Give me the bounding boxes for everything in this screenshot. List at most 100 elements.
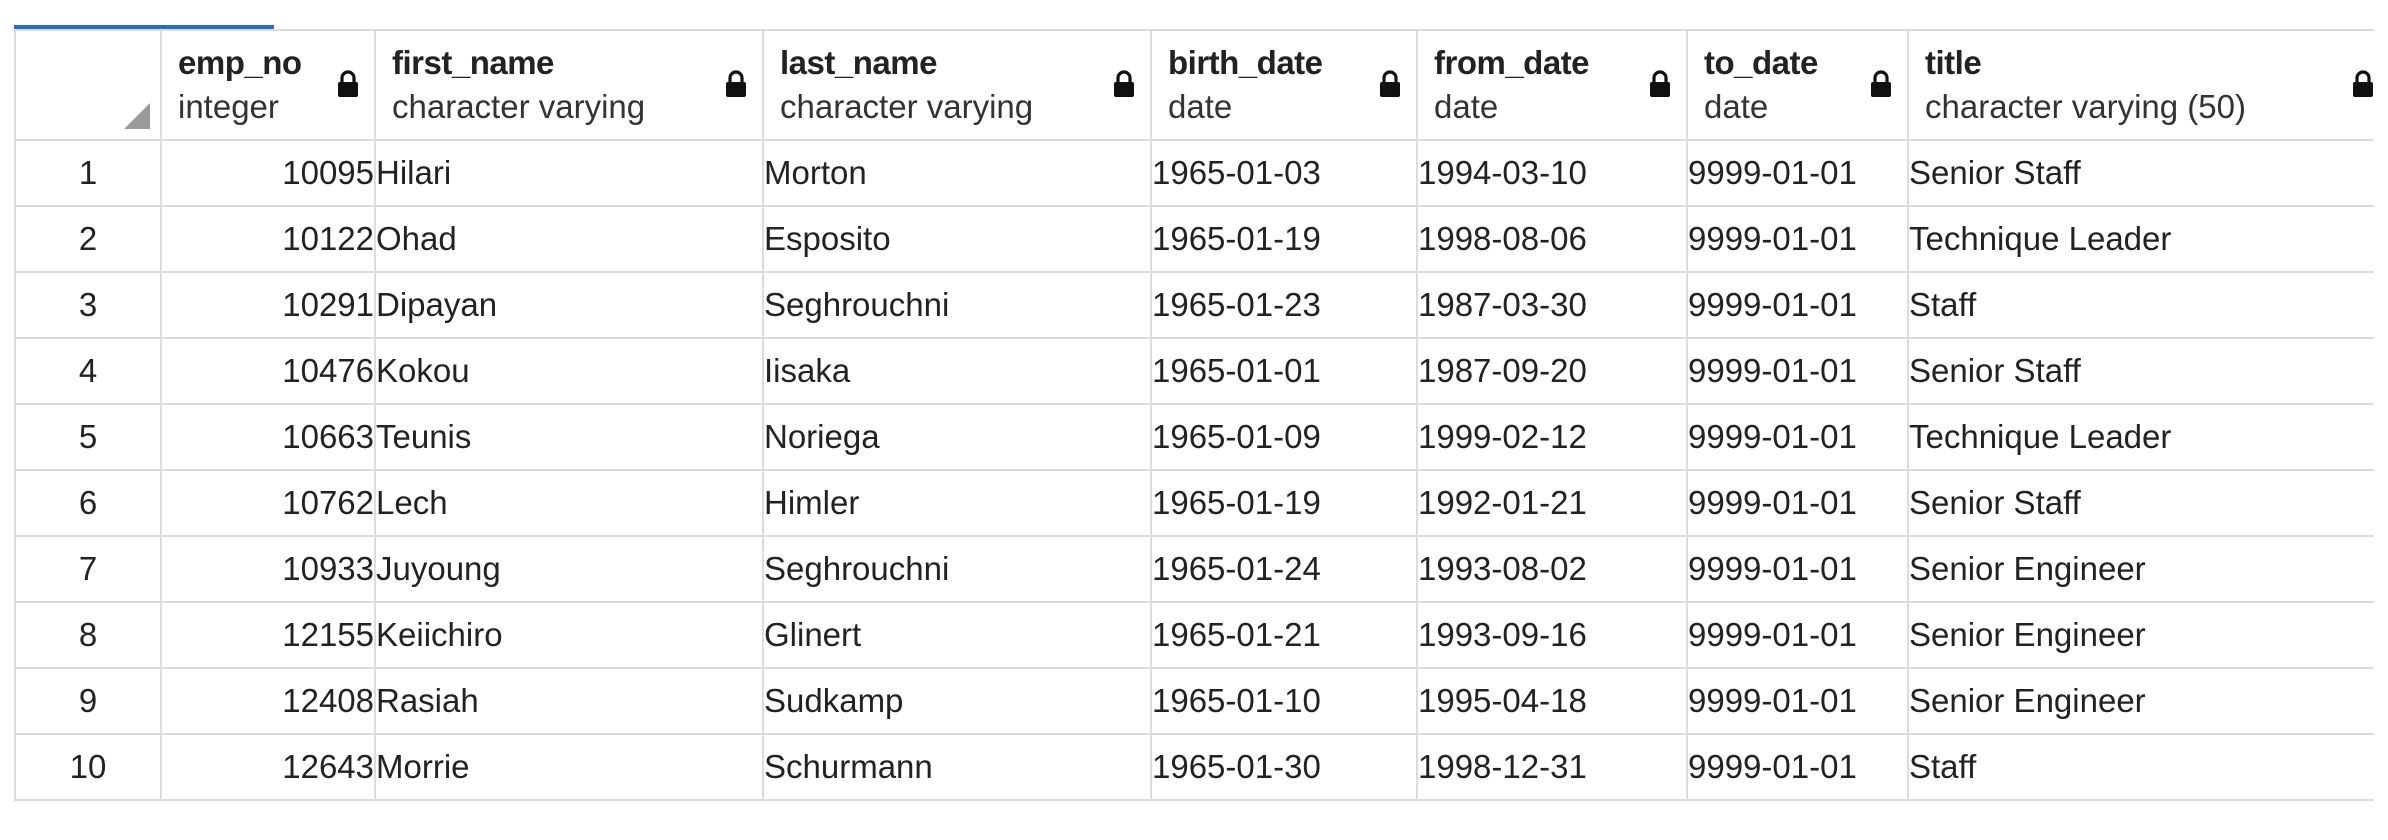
cell-last-name[interactable]: Schurmann [762,733,1152,801]
cell-birth-date[interactable]: 1965-01-19 [1150,469,1418,537]
cell-title[interactable]: Senior Engineer [1907,535,2374,603]
cell-from-date[interactable]: 1993-08-02 [1416,535,1688,603]
cell-emp-no[interactable]: 10476 [160,337,376,405]
cell-to-date[interactable]: 9999-01-01 [1686,535,1909,603]
cell-title[interactable]: Staff [1907,733,2374,801]
cell-title[interactable]: Senior Staff [1907,337,2374,405]
cell-first-name[interactable]: Ohad [374,205,764,273]
cell-title[interactable]: Senior Engineer [1907,601,2374,669]
cell-last-name[interactable]: Noriega [762,403,1152,471]
row-number[interactable]: 6 [14,469,162,537]
cell-first-name[interactable]: Morrie [374,733,764,801]
cell-birth-date[interactable]: 1965-01-10 [1150,667,1418,735]
column-name: emp_no [178,44,302,81]
cell-emp-no[interactable]: 12155 [160,601,376,669]
cell-title[interactable]: Technique Leader [1907,403,2374,471]
cell-first-name[interactable]: Hilari [374,139,764,207]
cell-emp-no[interactable]: 10095 [160,139,376,207]
column-name: title [1925,44,1982,81]
cell-emp-no[interactable]: 10663 [160,403,376,471]
column-header-from-date[interactable]: from_date date [1416,29,1688,141]
cell-to-date[interactable]: 9999-01-01 [1686,733,1909,801]
cell-last-name[interactable]: Esposito [762,205,1152,273]
table-row[interactable]: 5 10663 Teunis Noriega 1965-01-09 1999-0… [14,403,2374,471]
cell-birth-date[interactable]: 1965-01-23 [1150,271,1418,339]
cell-from-date[interactable]: 1999-02-12 [1416,403,1688,471]
cell-birth-date[interactable]: 1965-01-24 [1150,535,1418,603]
cell-first-name[interactable]: Keiichiro [374,601,764,669]
cell-last-name[interactable]: Iisaka [762,337,1152,405]
cell-emp-no[interactable]: 12643 [160,733,376,801]
cell-to-date[interactable]: 9999-01-01 [1686,601,1909,669]
cell-first-name[interactable]: Rasiah [374,667,764,735]
column-header-title[interactable]: title character varying (50) [1907,29,2374,141]
cell-birth-date[interactable]: 1965-01-09 [1150,403,1418,471]
cell-to-date[interactable]: 9999-01-01 [1686,139,1909,207]
cell-emp-no[interactable]: 10291 [160,271,376,339]
row-number[interactable]: 4 [14,337,162,405]
cell-from-date[interactable]: 1994-03-10 [1416,139,1688,207]
cell-from-date[interactable]: 1998-12-31 [1416,733,1688,801]
cell-first-name[interactable]: Lech [374,469,764,537]
table-row[interactable]: 6 10762 Lech Himler 1965-01-19 1992-01-2… [14,469,2374,537]
cell-birth-date[interactable]: 1965-01-03 [1150,139,1418,207]
row-number[interactable]: 1 [14,139,162,207]
cell-last-name[interactable]: Seghrouchni [762,271,1152,339]
cell-to-date[interactable]: 9999-01-01 [1686,271,1909,339]
cell-birth-date[interactable]: 1965-01-19 [1150,205,1418,273]
cell-title[interactable]: Technique Leader [1907,205,2374,273]
select-all-corner[interactable] [14,29,162,141]
cell-birth-date[interactable]: 1965-01-30 [1150,733,1418,801]
cell-emp-no[interactable]: 12408 [160,667,376,735]
cell-to-date[interactable]: 9999-01-01 [1686,205,1909,273]
column-header-first-name[interactable]: first_name character varying [374,29,764,141]
table-row[interactable]: 1 10095 Hilari Morton 1965-01-03 1994-03… [14,139,2374,207]
cell-title[interactable]: Staff [1907,271,2374,339]
column-header-last-name[interactable]: last_name character varying [762,29,1152,141]
table-row[interactable]: 4 10476 Kokou Iisaka 1965-01-01 1987-09-… [14,337,2374,405]
cell-last-name[interactable]: Himler [762,469,1152,537]
cell-birth-date[interactable]: 1965-01-01 [1150,337,1418,405]
cell-from-date[interactable]: 1995-04-18 [1416,667,1688,735]
cell-to-date[interactable]: 9999-01-01 [1686,667,1909,735]
cell-title[interactable]: Senior Engineer [1907,667,2374,735]
table-row[interactable]: 2 10122 Ohad Esposito 1965-01-19 1998-08… [14,205,2374,273]
cell-from-date[interactable]: 1993-09-16 [1416,601,1688,669]
cell-to-date[interactable]: 9999-01-01 [1686,469,1909,537]
cell-from-date[interactable]: 1987-09-20 [1416,337,1688,405]
cell-from-date[interactable]: 1987-03-30 [1416,271,1688,339]
cell-first-name[interactable]: Teunis [374,403,764,471]
cell-first-name[interactable]: Juyoung [374,535,764,603]
cell-emp-no[interactable]: 10122 [160,205,376,273]
column-header-emp-no[interactable]: emp_no integer [160,29,376,141]
row-number[interactable]: 3 [14,271,162,339]
cell-to-date[interactable]: 9999-01-01 [1686,337,1909,405]
cell-title[interactable]: Senior Staff [1907,469,2374,537]
cell-from-date[interactable]: 1998-08-06 [1416,205,1688,273]
cell-birth-date[interactable]: 1965-01-21 [1150,601,1418,669]
column-header-to-date[interactable]: to_date date [1686,29,1909,141]
row-number[interactable]: 2 [14,205,162,273]
cell-last-name[interactable]: Seghrouchni [762,535,1152,603]
cell-first-name[interactable]: Kokou [374,337,764,405]
column-header-birth-date[interactable]: birth_date date [1150,29,1418,141]
row-number[interactable]: 7 [14,535,162,603]
table-row[interactable]: 7 10933 Juyoung Seghrouchni 1965-01-24 1… [14,535,2374,603]
row-number[interactable]: 8 [14,601,162,669]
cell-to-date[interactable]: 9999-01-01 [1686,403,1909,471]
cell-emp-no[interactable]: 10762 [160,469,376,537]
cell-last-name[interactable]: Morton [762,139,1152,207]
row-number[interactable]: 9 [14,667,162,735]
cell-last-name[interactable]: Sudkamp [762,667,1152,735]
table-row[interactable]: 10 12643 Morrie Schurmann 1965-01-30 199… [14,733,2374,801]
row-number[interactable]: 5 [14,403,162,471]
row-number[interactable]: 10 [14,733,162,801]
cell-from-date[interactable]: 1992-01-21 [1416,469,1688,537]
table-row[interactable]: 8 12155 Keiichiro Glinert 1965-01-21 199… [14,601,2374,669]
table-row[interactable]: 3 10291 Dipayan Seghrouchni 1965-01-23 1… [14,271,2374,339]
cell-last-name[interactable]: Glinert [762,601,1152,669]
cell-first-name[interactable]: Dipayan [374,271,764,339]
table-row[interactable]: 9 12408 Rasiah Sudkamp 1965-01-10 1995-0… [14,667,2374,735]
cell-emp-no[interactable]: 10933 [160,535,376,603]
cell-title[interactable]: Senior Staff [1907,139,2374,207]
